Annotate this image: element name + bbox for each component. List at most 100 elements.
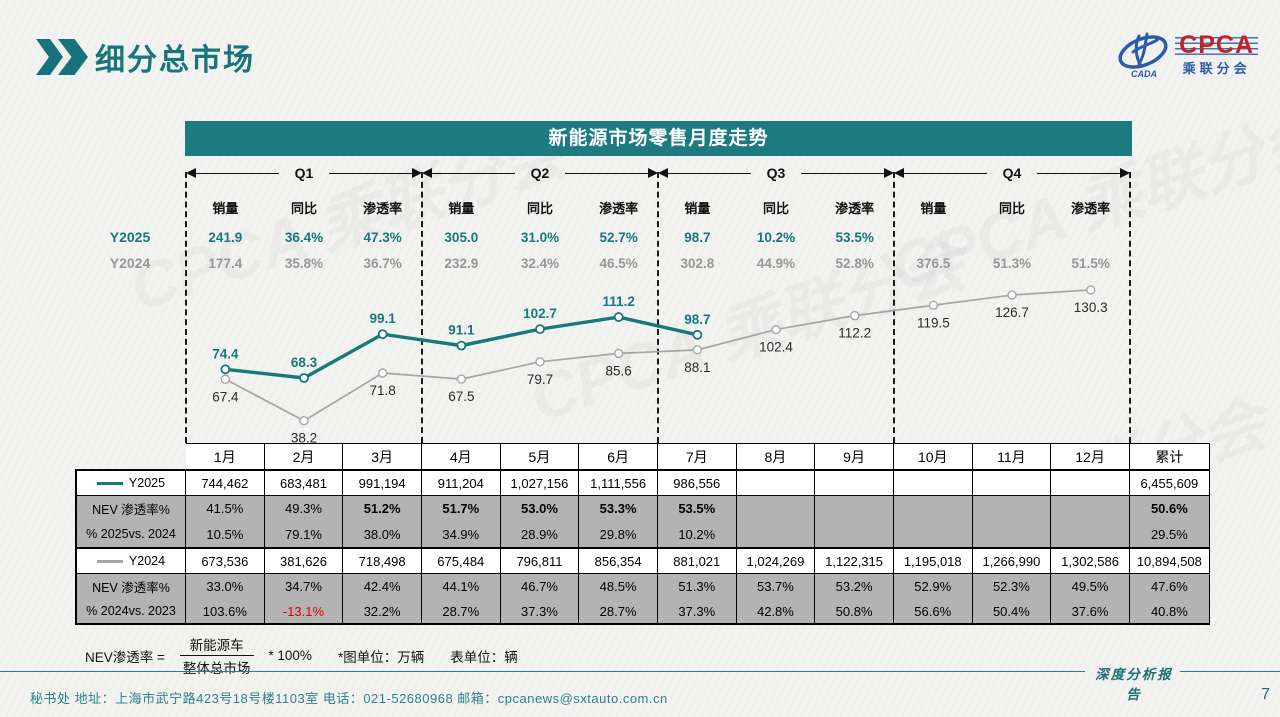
y2025-quarter-value: 53.5%	[835, 230, 874, 245]
data-point-marker	[377, 368, 388, 378]
table-cell	[815, 521, 894, 547]
y2024-quarter-value: 51.5%	[1071, 256, 1110, 271]
table-cell	[893, 469, 973, 495]
formula-suffix: * 100%	[268, 648, 312, 663]
table-cell: 33.0%	[186, 573, 265, 599]
table-cell	[1051, 521, 1130, 547]
table-cell: 10.2%	[657, 521, 737, 547]
quarter-divider-line	[893, 172, 896, 443]
y2025-quarter-value: 31.0%	[520, 230, 560, 245]
quarter-divider-line	[185, 172, 187, 443]
data-point-label: 67.4	[212, 389, 239, 404]
unit-note-chart: *图单位：万辆	[337, 649, 425, 665]
y2024-quarter-value: 35.8%	[284, 256, 324, 271]
data-table: 1月 2月 3月 4月 5月 6月 7月 8月 9月 10月 11月 12月 累计 Y2025 744,46…	[75, 443, 1210, 625]
table-cell: 50.4%	[972, 599, 1052, 625]
data-point-label: 111.2	[603, 294, 635, 309]
table-cell: 29.8%	[579, 521, 658, 547]
data-point-label: 68.3	[291, 355, 318, 370]
data-point-marker	[377, 329, 388, 340]
table-cell: 991,194	[343, 469, 422, 495]
quarter-header-q3: Q3	[658, 164, 895, 182]
data-point-label: 98.7	[684, 312, 710, 327]
data-point-label: 99.1	[370, 311, 397, 326]
table-cell: 52.9%	[893, 573, 973, 599]
table-cell: 744,462	[186, 469, 265, 495]
row-label: NEV 渗透率%	[75, 495, 186, 521]
data-point-marker	[535, 357, 545, 367]
row-label: NEV 渗透率%	[75, 573, 186, 599]
y2025-quarter-value: 52.7%	[599, 230, 638, 245]
table-cell	[736, 469, 816, 495]
table-cell: 673,536	[186, 547, 265, 573]
data-point-marker	[771, 324, 781, 335]
table-cell: 79.1%	[264, 521, 344, 547]
table-cell: 52.3%	[972, 573, 1052, 599]
metric-header: 同比	[763, 201, 790, 216]
table-cell: 38.0%	[343, 521, 422, 547]
quarter-divider-line	[421, 172, 423, 443]
formula-numerator: 新能源车	[179, 633, 254, 656]
table-cell: 53.2%	[815, 573, 894, 599]
cpca-emblem-icon: CADA	[1118, 32, 1168, 79]
arrow-right-icon	[1120, 168, 1131, 178]
metric-header: 销量	[920, 201, 947, 216]
quarter-header-q1: Q1	[186, 164, 422, 182]
table-cell: 53.5%	[657, 495, 737, 521]
trend-line-chart: 67.4 38.2 71.8 67.5 79.7 85.6 88.1 102.4 112.2 11…	[212, 285, 1108, 443]
metric-header: 销量	[684, 201, 711, 216]
y2025-quarter-value: 10.2%	[756, 230, 796, 245]
cpca-logo-subtext: 乘联分会	[1182, 61, 1251, 76]
column-header: 11月	[972, 443, 1052, 469]
table-cell: 49.5%	[1051, 573, 1130, 599]
table-cell: 683,481	[264, 469, 344, 495]
y2024-quarter-value: 302.8	[680, 256, 715, 271]
table-cell: 42.4%	[343, 573, 422, 599]
footer-divider	[0, 671, 1085, 672]
table-cell	[1051, 495, 1130, 521]
row-label: % 2024vs. 2023	[75, 599, 186, 625]
row-label-text: % 2025vs. 2024	[86, 527, 176, 541]
unit-note-table: 表单位：辆	[450, 649, 518, 665]
y2025-quarter-value: 305.0	[444, 230, 479, 245]
table-cell: 675,484	[421, 547, 501, 573]
table-cell: 381,626	[264, 547, 344, 573]
arrow-right-icon	[884, 168, 895, 178]
row-label-text: NEV 渗透率%	[92, 503, 170, 517]
table-cell: 28.9%	[500, 521, 580, 547]
table-cell	[972, 495, 1052, 521]
quarter-label: Q3	[766, 165, 786, 181]
quarter-divider-line	[657, 172, 660, 443]
table-cell: 718,498	[343, 547, 422, 573]
row-label-text: NEV 渗透率%	[92, 581, 170, 595]
data-point-marker	[456, 340, 467, 351]
table-cell: 1,266,990	[972, 547, 1052, 573]
column-header: 1月	[186, 443, 265, 469]
table-cell	[815, 495, 894, 521]
arrow-left-icon	[894, 168, 905, 178]
row-label-text: % 2024vs. 2023	[86, 604, 176, 618]
y2025-quarter-value: 98.7	[684, 230, 711, 245]
table-cell	[893, 495, 973, 521]
data-point-label: 79.7	[527, 372, 553, 387]
cpca-logo-text: CPCA	[1175, 33, 1258, 58]
table-cell: 881,021	[657, 547, 737, 573]
row-label-text: Y2025	[128, 476, 166, 490]
footer-contact: 秘书处 地址：上海市武宁路423号18号楼1103室 电话：021-526809…	[30, 691, 668, 706]
table-cell: 32.2%	[343, 599, 422, 625]
data-point-marker	[1086, 285, 1096, 295]
table-cell: 911,204	[421, 469, 501, 495]
footer-divider	[1180, 671, 1280, 672]
row-label: % 2025vs. 2024	[75, 521, 186, 547]
table-cell: 53.3%	[579, 495, 658, 521]
chart-title-banner: 新能源市场零售月度走势	[185, 121, 1132, 156]
column-header: 8月	[736, 443, 816, 469]
data-point-marker	[849, 310, 860, 321]
data-point-marker	[613, 348, 624, 359]
row-label: Y2025	[75, 469, 186, 495]
table-cell: 1,024,269	[736, 547, 816, 573]
y2025-quarter-value	[973, 229, 1052, 247]
y2024-quarter-value: 376.5	[916, 256, 951, 271]
table-cell: 50.8%	[815, 599, 894, 625]
arrow-right-icon	[648, 168, 658, 178]
